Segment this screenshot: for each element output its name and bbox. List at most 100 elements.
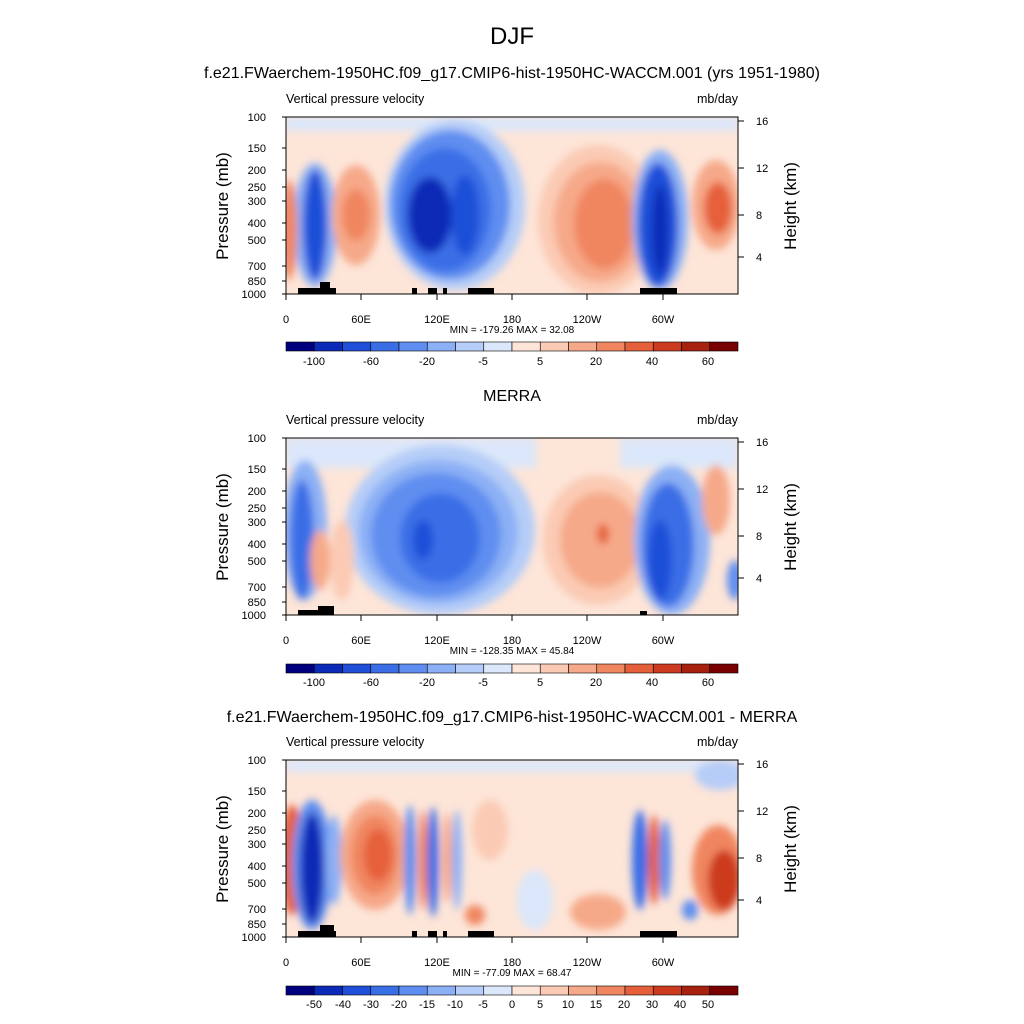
contour-region [400,493,480,583]
y-tick-label-right: 8 [756,210,762,222]
colorbar-label: -100 [303,677,325,689]
y-axis-label: Pressure (mb) [213,152,232,260]
contour-light-blue-top [286,117,738,131]
colorbar-label: 20 [618,999,630,1011]
y-axis-right: 16 12 8 4 Height (km) [738,437,800,585]
colorbar-box [652,985,682,996]
colorbar-box [652,663,682,674]
colorbar-box [483,341,513,352]
y-tick-label: 250 [248,503,266,515]
colorbar-box [370,985,400,996]
y-tick-label: 100 [248,112,266,124]
x-axis: 0 60E 120E 180 120W 60W [283,615,675,647]
y-axis-label-right: Height (km) [781,483,800,571]
y-tick-label: 500 [248,556,266,568]
x-tick-label: 60E [351,635,371,647]
plot-area [285,116,739,295]
colorbar-label: 40 [674,999,686,1011]
y-tick-label: 500 [248,235,266,247]
y-tick-label: 200 [248,808,266,820]
contour-region [652,185,668,275]
contour-region [727,560,738,600]
contour-region [452,810,462,910]
contour-region [682,900,698,920]
colorbar-label: 60 [702,356,714,368]
y-tick-label: 1000 [242,289,266,301]
colorbar-label: -15 [419,999,435,1011]
colorbar-box [455,663,485,674]
y-tick-label-right: 16 [756,437,768,449]
colorbar-box [342,663,372,674]
colorbar-label: -30 [363,999,379,1011]
colorbar-label: 0 [509,999,515,1011]
contour-region [303,170,327,280]
y-tick-label: 200 [248,486,266,498]
y-tick-label: 300 [248,517,266,529]
contour-region [342,189,370,241]
x-tick-label: 120W [573,957,602,969]
x-axis: 0 60E 120E 180 120W 60W [283,294,675,326]
contour-region [286,180,297,280]
colorbar-box [285,663,315,674]
contour-region [300,813,324,923]
y-tick-label: 1000 [242,932,266,944]
contour-region [451,175,479,255]
panel-left-label: Vertical pressure velocity [286,735,425,749]
colorbar-box [370,341,400,352]
x-tick-label: 120W [573,635,602,647]
plot-area [285,437,739,616]
colorbar-boxes [285,341,739,352]
colorbar-box [652,341,682,352]
colorbar-label: -60 [363,356,379,368]
colorbar-box [511,663,541,674]
colorbar-label: 30 [646,999,658,1011]
y-axis-right: 16 12 8 4 Height (km) [738,116,800,264]
contour-region [442,813,452,903]
y-axis-right: 16 12 8 4 Height (km) [738,759,800,907]
contour-region [648,520,672,600]
colorbar-label: 20 [590,677,602,689]
colorbar-label: -20 [419,677,435,689]
colorbar-box [539,663,569,674]
x-tick-label: 60W [652,635,675,647]
contour-region [413,520,433,560]
y-tick-label: 250 [248,182,266,194]
y-tick-label-right: 4 [756,895,762,907]
y-tick-label: 700 [248,904,266,916]
colorbar-label: -5 [478,677,488,689]
colorbar-box [313,663,343,674]
colorbar-box [313,341,343,352]
contour-region [632,810,648,910]
y-tick-label: 100 [248,755,266,767]
colorbar-box [426,985,456,996]
colorbar-box [681,663,711,674]
contour-region [659,820,671,900]
colorbar-label: 50 [702,999,714,1011]
y-tick-label: 150 [248,464,266,476]
y-tick-label: 850 [248,597,266,609]
colorbar-box [455,341,485,352]
y-tick-label: 300 [248,196,266,208]
y-axis-label: Pressure (mb) [213,795,232,903]
x-tick-label: 120E [424,314,450,326]
y-tick-label: 300 [248,839,266,851]
y-tick-label-right: 4 [756,573,762,585]
colorbar-label: -5 [478,356,488,368]
x-tick-label: 0 [283,635,289,647]
colorbar-label: 20 [590,356,602,368]
panel-units-label: mb/day [697,413,739,427]
contour-region [330,520,354,600]
x-tick-label: 120E [424,957,450,969]
y-tick-label: 100 [248,433,266,445]
colorbar-box [511,341,541,352]
y-tick-label-right: 4 [756,252,762,264]
colorbar-box [624,663,654,674]
contour-region [472,800,508,860]
min-max-stats: MIN = -128.35 MAX = 45.84 [450,646,575,657]
colorbar-box [342,341,372,352]
colorbar-label: 5 [537,999,543,1011]
contour-region [517,870,553,930]
colorbar-label: 10 [562,999,574,1011]
contour-region [574,179,634,269]
